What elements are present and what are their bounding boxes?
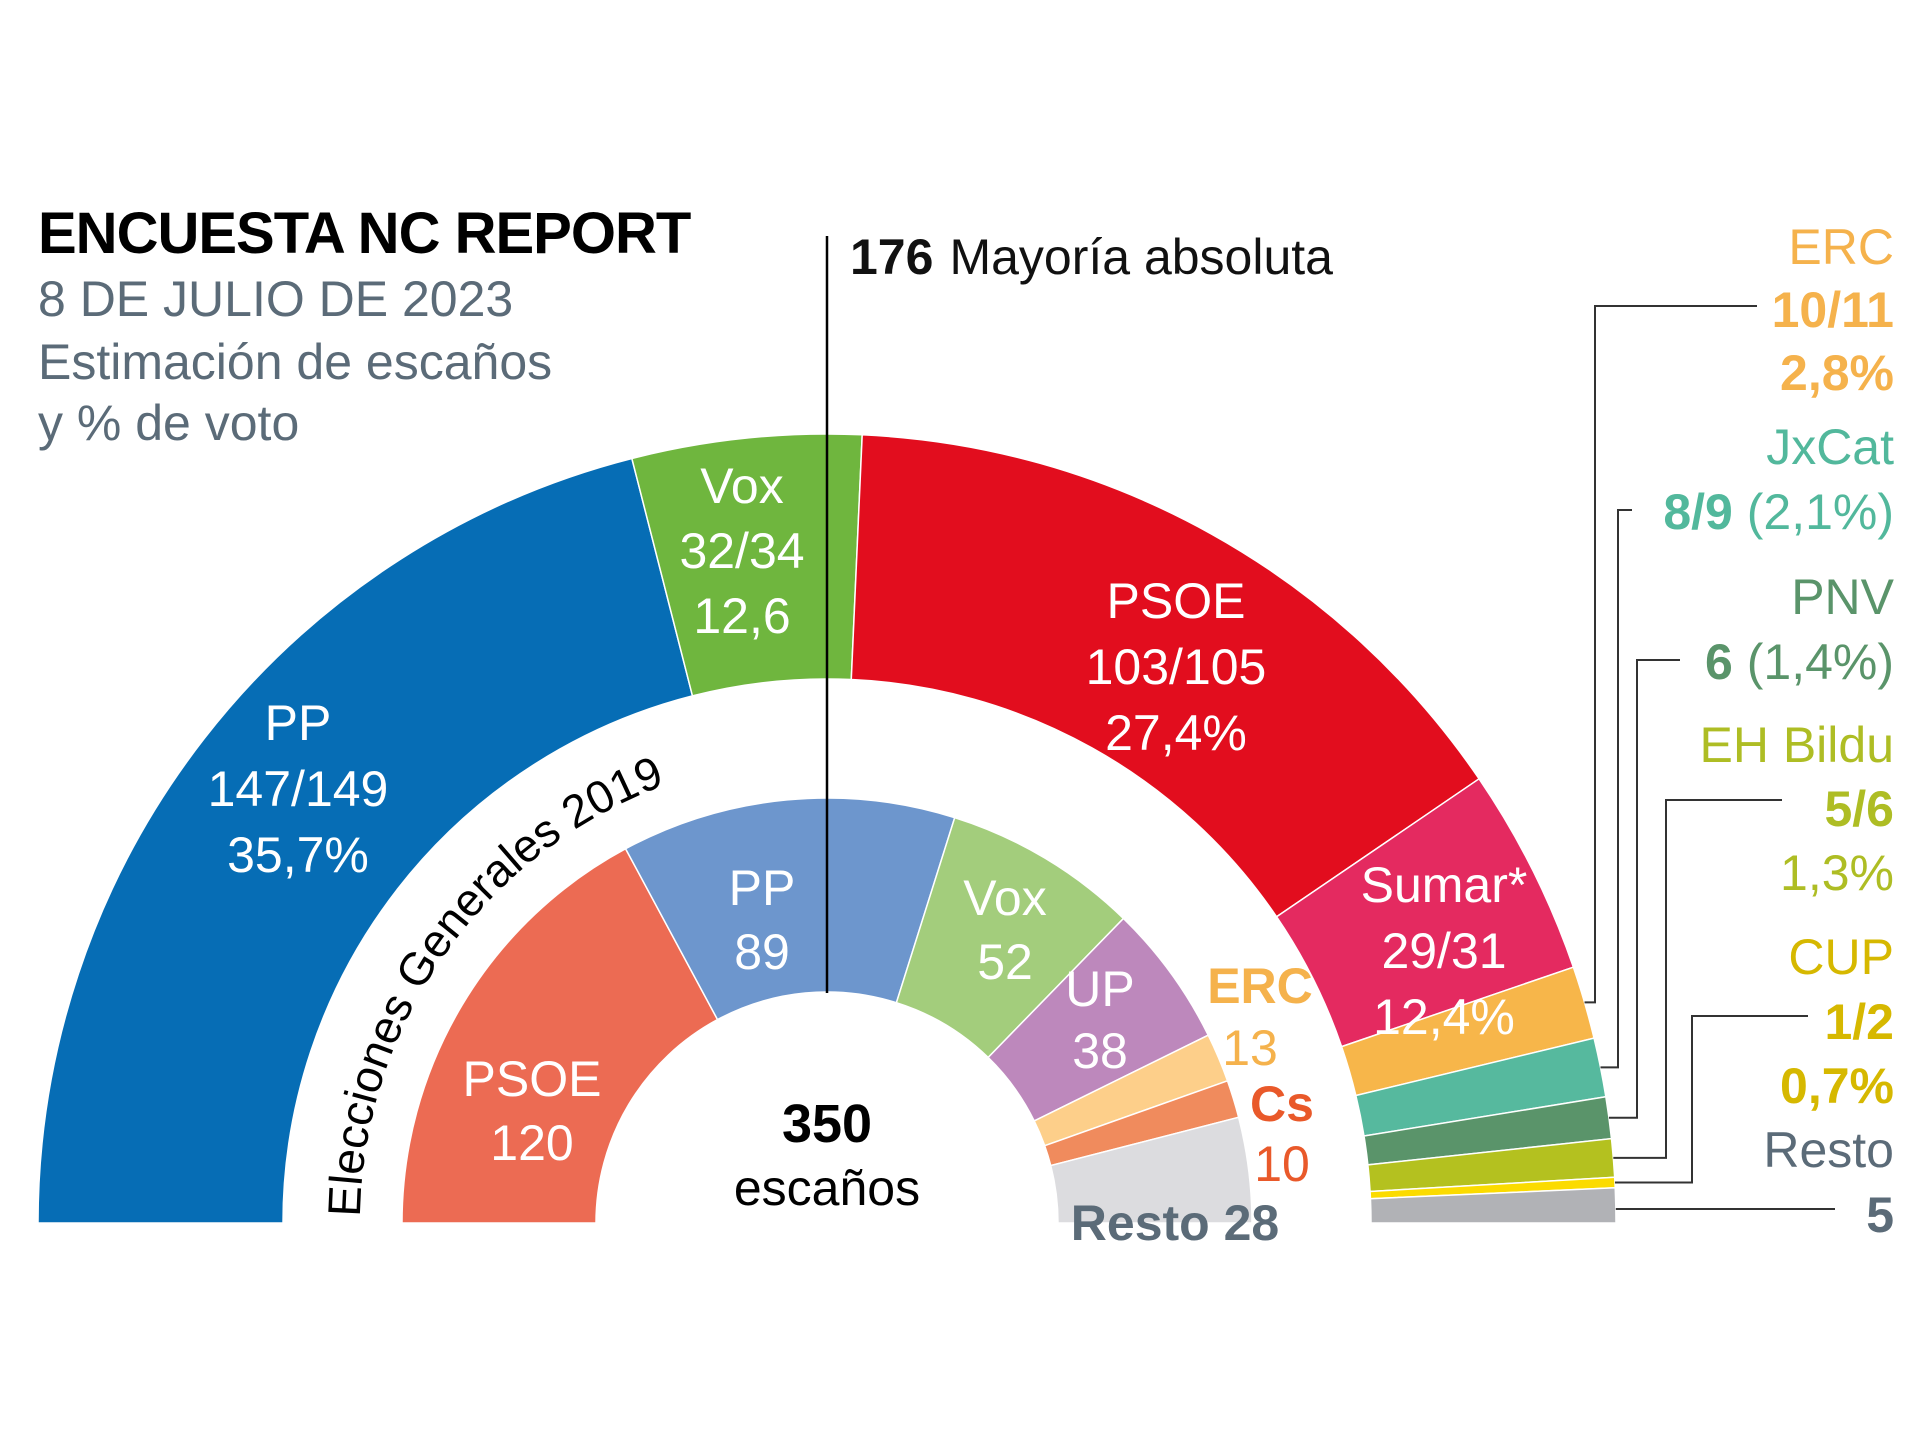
label-2023-vox-seats: 32/34	[679, 523, 804, 579]
label-2023-psoe-name: PSOE	[1107, 573, 1246, 629]
label-2023-vox-pct: 12,6	[693, 588, 790, 644]
seg-2019-psoe	[401, 847, 719, 1224]
label-2019-erc-name: ERC	[1207, 958, 1313, 1014]
right-label-erc-seats: 10/11	[1771, 282, 1894, 338]
label-2019-pp-seats: 89	[734, 924, 790, 980]
leader-line-erc	[1584, 305, 1757, 1004]
label-2019-cs-name: Cs	[1250, 1076, 1314, 1132]
label-2023-pp-seats: 147/149	[208, 761, 389, 817]
total-seats: 350	[782, 1094, 872, 1154]
right-label-cup-pct: 0,7%	[1780, 1058, 1894, 1114]
ring-2019	[401, 797, 1253, 1224]
right-label-jxcat-values: 8/9 (2,1%)	[1663, 484, 1894, 540]
chart-title: ENCUESTA NC REPORT	[38, 201, 691, 266]
label-2019-erc-seats: 13	[1222, 1020, 1278, 1076]
label-2023-sumar-pct: 12,4%	[1373, 989, 1515, 1045]
label-2019-resto: Resto 28	[1071, 1195, 1279, 1251]
right-label-jxcat-name: JxCat	[1766, 419, 1894, 475]
label-2019-pp-name: PP	[729, 860, 796, 916]
majority-label: 176 Mayoría absoluta	[850, 228, 1333, 286]
ring-2023	[37, 433, 1617, 1224]
leader-line-cup	[1614, 1015, 1808, 1184]
leader-lines	[1584, 305, 1835, 1210]
label-2019-up-name: UP	[1065, 961, 1134, 1017]
right-label-resto-name: Resto	[1763, 1122, 1894, 1178]
chart-date: 8 DE JULIO DE 2023	[38, 271, 514, 327]
leader-line-pnv	[1608, 659, 1680, 1119]
right-label-bildu-seats: 5/6	[1824, 781, 1894, 837]
leader-line-bildu	[1613, 799, 1782, 1159]
label-2019-psoe-name: PSOE	[463, 1051, 602, 1107]
majority-text: Mayoría absoluta	[949, 229, 1333, 285]
label-2023-pp-pct: 35,7%	[227, 827, 369, 883]
label-2019-psoe-seats: 120	[490, 1115, 573, 1171]
seg-2023-pp	[37, 457, 694, 1224]
seg-2023-psoe	[850, 434, 1481, 918]
leader-line-jxcat	[1600, 509, 1632, 1069]
label-2019-vox-seats: 52	[977, 934, 1033, 990]
seg-2019-resto	[1049, 1116, 1253, 1224]
label-2019-up-seats: 38	[1072, 1023, 1128, 1079]
right-label-pnv-values: 6 (1,4%)	[1705, 634, 1894, 690]
right-label-cup-name: CUP	[1788, 929, 1894, 985]
right-label-erc-pct: 2,8%	[1780, 345, 1894, 401]
right-label-bildu-pct: 1,3%	[1780, 845, 1894, 901]
label-2023-sumar-seats: 29/31	[1381, 923, 1506, 979]
right-label-resto-seats: 5	[1866, 1187, 1894, 1243]
label-2023-vox-name: Vox	[700, 458, 783, 514]
right-label-cup-seats: 1/2	[1824, 994, 1894, 1050]
label-2023-pp-name: PP	[265, 695, 332, 751]
label-2019-cs-seats: 10	[1254, 1136, 1310, 1192]
seg-2019-pp	[624, 797, 956, 1021]
chart-subtitle-line2: y % de voto	[38, 395, 300, 451]
right-label-pnv-name: PNV	[1791, 569, 1894, 625]
label-2023-psoe-pct: 27,4%	[1105, 705, 1247, 761]
right-label-erc-name: ERC	[1788, 219, 1894, 275]
chart-subtitle-line1: Estimación de escaños	[38, 334, 553, 390]
label-2023-sumar-name: Sumar*	[1361, 857, 1528, 913]
total-seats-unit: escaños	[734, 1160, 920, 1216]
label-2019-vox-name: Vox	[963, 870, 1046, 926]
label-2023-psoe-seats: 103/105	[1086, 639, 1267, 695]
right-label-bildu-name: EH Bildu	[1699, 717, 1894, 773]
majority-seats: 176	[850, 229, 934, 285]
seg-2023-resto	[1369, 1187, 1617, 1224]
